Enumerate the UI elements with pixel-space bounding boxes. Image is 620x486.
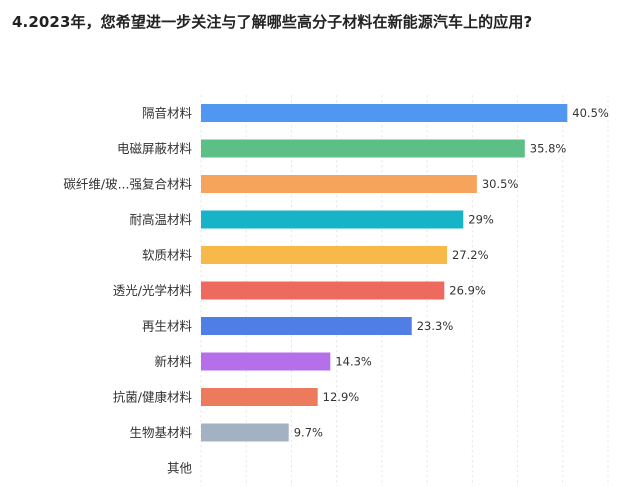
bar	[201, 246, 448, 264]
bar	[201, 423, 289, 442]
value-label: 14.3%	[335, 355, 372, 369]
category-label: 耐高温材料	[129, 212, 192, 227]
bar	[201, 104, 568, 122]
chart-title: 4.2023年，您希望进一步关注与了解哪些高分子材料在新能源汽车上的应用?	[12, 13, 533, 31]
category-label: 隔音材料	[142, 106, 193, 121]
bar	[201, 388, 318, 406]
bar	[201, 175, 477, 193]
value-label: 35.8%	[530, 142, 567, 156]
bars	[201, 104, 568, 442]
category-label: 碳纤维/玻...强复合材料	[63, 177, 192, 192]
category-label: 生物基材料	[129, 425, 192, 440]
category-label: 再生材料	[142, 319, 193, 334]
bar	[201, 210, 464, 229]
bar	[201, 139, 525, 158]
bar	[201, 317, 412, 335]
category-label: 软质材料	[142, 248, 193, 263]
value-label: 40.5%	[572, 106, 609, 120]
category-label: 其他	[167, 461, 193, 476]
value-label: 29%	[468, 213, 494, 227]
value-label: 23.3%	[417, 319, 454, 333]
category-label: 新材料	[154, 354, 192, 369]
bar	[201, 352, 331, 371]
value-label: 27.2%	[452, 248, 489, 262]
category-label: 电磁屏蔽材料	[117, 141, 193, 156]
category-label: 透光/光学材料	[113, 283, 193, 298]
category-label: 抗菌/健康材料	[113, 390, 193, 405]
category-labels: 隔音材料电磁屏蔽材料碳纤维/玻...强复合材料耐高温材料软质材料透光/光学材料再…	[63, 106, 192, 476]
value-label: 30.5%	[482, 177, 519, 191]
value-labels: 40.5% 35.8% 30.5% 29% 27.2% 26.9% 23.3% 14.3% 12…	[294, 106, 609, 440]
value-label: 9.7%	[294, 426, 323, 440]
value-label: 26.9%	[449, 284, 486, 298]
bar	[201, 281, 445, 300]
value-label: 12.9%	[323, 390, 360, 404]
